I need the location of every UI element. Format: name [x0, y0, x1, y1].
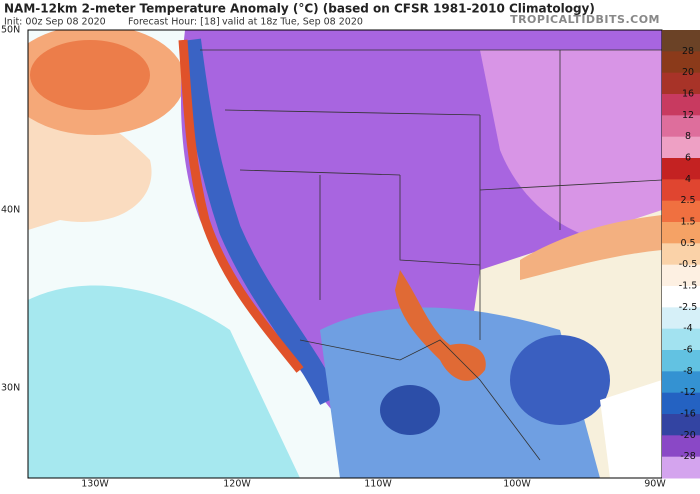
colorbar-swatch	[662, 179, 700, 202]
colorbar-label: -4	[683, 323, 692, 334]
map-title: NAM-12km 2-meter Temperature Anomaly (°C…	[4, 2, 595, 16]
colorbar-label: 4	[685, 174, 691, 185]
longitude-label: 100W	[503, 479, 531, 490]
latitude-label: 50N	[1, 25, 20, 36]
colorbar-swatch	[662, 414, 700, 436]
forecast-hour: Forecast Hour: [18]	[128, 17, 220, 28]
colorbar-swatch	[662, 307, 700, 330]
warm-ocean-light	[28, 103, 152, 230]
colorbar-label: 16	[682, 89, 694, 100]
colorbar-swatch	[662, 456, 700, 479]
colorbar-label: 28	[682, 46, 694, 57]
colorbar-label: -0.5	[679, 259, 698, 270]
latitude-labels: 50N 40N 30N	[1, 25, 20, 394]
longitude-label: 120W	[223, 479, 251, 490]
colorbar-label: -12	[680, 387, 696, 398]
colorbar-swatch	[662, 371, 700, 394]
colorbar-label: -2.5	[679, 302, 698, 313]
colorbar-swatch	[662, 222, 700, 244]
warm-band-east	[520, 215, 662, 280]
colorbar-swatch	[662, 136, 700, 159]
colorbar-swatch	[662, 328, 700, 351]
colorbar-label: 8	[685, 131, 691, 142]
colorbar-label: -20	[680, 430, 696, 441]
colorbar-label: 0.5	[680, 238, 695, 249]
colorbar-swatch	[662, 51, 700, 74]
gulf	[600, 380, 662, 478]
colorbar-label: 6	[685, 153, 691, 164]
longitude-label: 130W	[81, 479, 109, 490]
colorbar-swatch	[662, 30, 700, 52]
colorbar-label: -16	[680, 409, 696, 420]
colorbar-label: -6	[683, 345, 692, 356]
cool-ocean	[28, 285, 300, 478]
colorbar-swatch	[662, 392, 700, 415]
colorbar: 28 20 16 12 8 6 4 2.5 1.5 0.5 -0.5 -1.5 -2.5 -4 -6 -8 -1…	[662, 30, 700, 479]
colorbar-swatch	[662, 350, 700, 372]
colorbar-label: 12	[682, 110, 694, 121]
cold-spot	[380, 385, 440, 435]
colorbar-swatch	[662, 286, 700, 308]
valid-time: valid at 18z Tue, Sep 08 2020	[222, 17, 363, 28]
longitude-label: 90W	[644, 479, 666, 490]
brand: TROPICALTIDBITS.COM	[510, 13, 660, 26]
latitude-label: 30N	[1, 383, 20, 394]
colorbar-swatch	[662, 115, 700, 138]
colorbar-swatch	[662, 94, 700, 116]
colorbar-swatch	[662, 243, 700, 266]
coastal-warm-band	[178, 39, 304, 373]
init-time: Init: 00z Sep 08 2020	[4, 17, 106, 28]
land-pink	[480, 50, 662, 240]
colorbar-label: 2.5	[680, 195, 695, 206]
warm-ocean-core	[30, 40, 150, 110]
longitude-label: 110W	[364, 479, 392, 490]
colorbar-swatch	[662, 435, 700, 458]
longitude-labels: 130W 120W 110W 100W 90W	[81, 479, 666, 490]
colorbar-swatch	[662, 158, 700, 180]
map	[27, 29, 663, 479]
cold-spot	[510, 335, 610, 425]
colorbar-swatch	[662, 264, 700, 287]
colorbar-label: 20	[682, 67, 694, 78]
colorbar-label: 1.5	[680, 217, 695, 228]
colorbar-label: -8	[683, 366, 692, 377]
colorbar-swatch	[662, 200, 700, 223]
warm-spot	[395, 270, 486, 381]
colorbar-label: -1.5	[679, 281, 698, 292]
latitude-label: 40N	[1, 205, 20, 216]
colorbar-label: -28	[680, 451, 696, 462]
colorbar-swatch	[662, 72, 700, 95]
coastal-blue-band	[179, 38, 340, 405]
